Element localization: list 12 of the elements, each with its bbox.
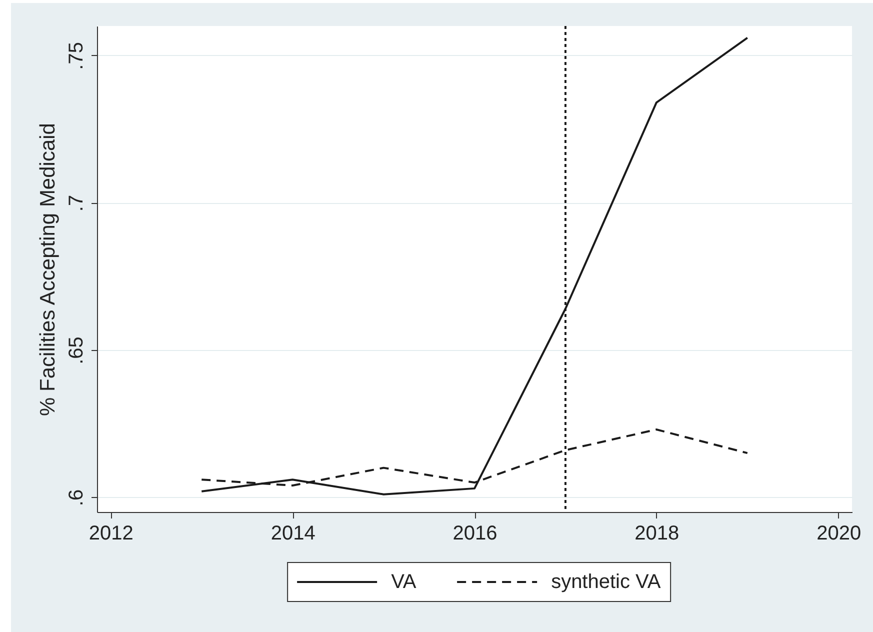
legend-label: synthetic VA [551,571,662,593]
legend-label: VA [391,571,417,593]
x-tick-label: 2012 [88,522,134,544]
y-tick-label: .7 [66,194,88,212]
x-tick-label: 2018 [634,522,680,544]
y-axis-title: % Facilities Accepting Medicaid [36,123,60,416]
x-tick-label: 2014 [270,522,316,544]
y-tick-label: .65 [66,336,88,364]
x-tick-label: 2016 [452,522,498,544]
y-tick-label: .6 [66,489,88,506]
x-tick-label: 2020 [816,522,862,544]
y-tick-label: .75 [66,42,88,70]
